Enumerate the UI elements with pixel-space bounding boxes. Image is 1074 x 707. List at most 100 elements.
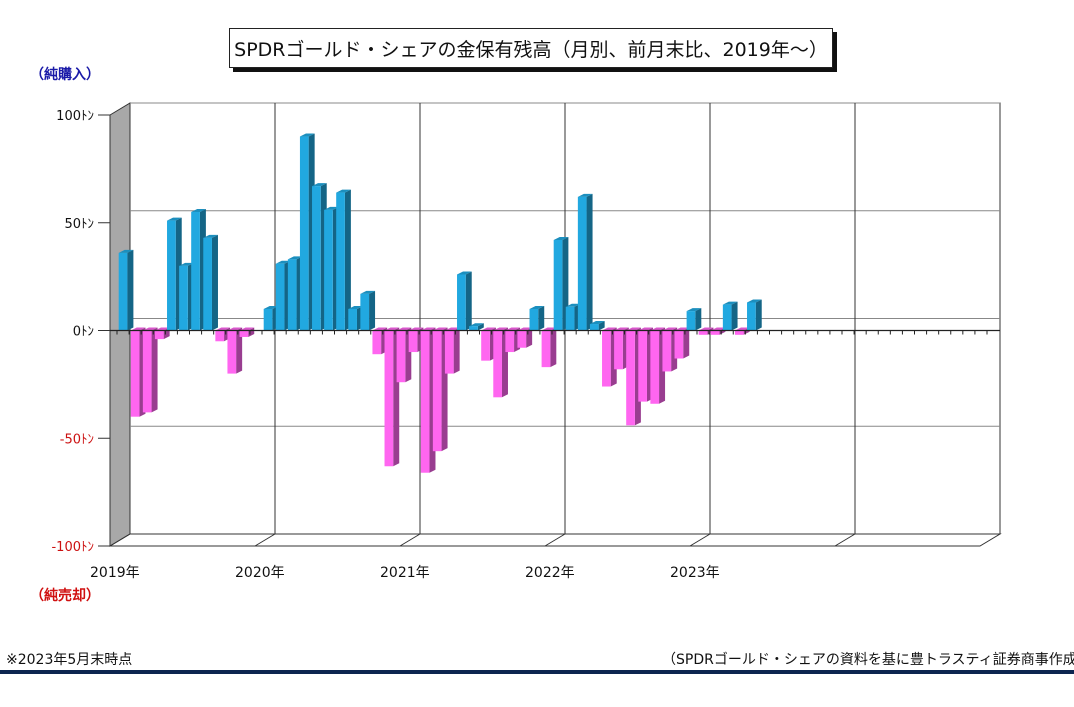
bar bbox=[396, 330, 406, 383]
bar bbox=[493, 330, 502, 398]
bar-top bbox=[348, 305, 363, 309]
bar bbox=[154, 330, 164, 340]
bar-top bbox=[384, 327, 400, 331]
bar bbox=[529, 308, 539, 331]
bar-side bbox=[248, 327, 255, 337]
bar bbox=[360, 293, 370, 331]
bar-side bbox=[236, 327, 243, 374]
bar-top bbox=[360, 290, 376, 294]
floor-divider bbox=[399, 533, 421, 547]
bar-top bbox=[517, 327, 533, 331]
bar-top bbox=[312, 183, 327, 187]
bar-top bbox=[722, 301, 738, 305]
bar-top bbox=[408, 327, 424, 331]
x-tick-label: 2019年 bbox=[90, 565, 140, 581]
bar-top bbox=[589, 321, 605, 325]
footer-bar bbox=[0, 670, 1074, 674]
x-tick-label: 2021年 bbox=[380, 565, 430, 581]
bar-top bbox=[505, 327, 521, 331]
floor-divider bbox=[834, 533, 856, 547]
net-buy-label: （純購入） bbox=[30, 67, 100, 83]
bar-top bbox=[650, 327, 666, 331]
bar bbox=[674, 330, 684, 359]
bar bbox=[384, 330, 394, 467]
bar-top bbox=[154, 327, 170, 331]
bar-top bbox=[698, 327, 714, 331]
bar bbox=[299, 136, 309, 331]
bar-top bbox=[734, 327, 750, 331]
bar-side bbox=[695, 308, 702, 331]
bar-side bbox=[211, 234, 218, 331]
bar bbox=[118, 252, 128, 331]
bar-top bbox=[275, 260, 291, 264]
bar-top bbox=[481, 327, 496, 331]
bar-side bbox=[538, 305, 545, 331]
bar bbox=[722, 304, 732, 331]
floor-divider bbox=[254, 533, 276, 547]
bar-top bbox=[493, 327, 508, 331]
bar-top bbox=[287, 256, 303, 260]
bar-top bbox=[227, 327, 243, 331]
bar bbox=[312, 186, 321, 331]
bar bbox=[408, 330, 418, 353]
bar-top bbox=[541, 327, 557, 331]
net-sell-label: （純売却） bbox=[30, 588, 100, 604]
bar-top bbox=[142, 327, 158, 331]
bar-top bbox=[553, 236, 569, 240]
bar-top bbox=[215, 327, 231, 331]
bar bbox=[541, 330, 551, 368]
bar bbox=[227, 330, 237, 374]
bar-side bbox=[598, 321, 605, 331]
bar bbox=[662, 330, 672, 372]
bar bbox=[239, 330, 249, 337]
bar bbox=[565, 306, 575, 331]
bar-top bbox=[179, 262, 194, 266]
bar bbox=[481, 330, 490, 361]
bar-top bbox=[420, 327, 436, 331]
bar-side bbox=[731, 301, 738, 331]
bar bbox=[686, 311, 696, 331]
bar-top bbox=[457, 271, 472, 275]
bar-top bbox=[710, 327, 726, 331]
bar-top bbox=[239, 327, 255, 331]
y-tick-label: 100ﾄﾝ bbox=[56, 109, 94, 124]
y-tick-label: -100ﾄﾝ bbox=[51, 540, 94, 555]
bar bbox=[589, 324, 599, 331]
bar bbox=[130, 330, 140, 417]
bar bbox=[734, 330, 744, 335]
chart-title: SPDRゴールド・シェアの金保有残高（月別、前月末比、2019年～） bbox=[229, 28, 833, 68]
bar-top bbox=[263, 305, 279, 309]
bar-side bbox=[127, 249, 134, 331]
bar bbox=[457, 274, 466, 331]
bar-top bbox=[469, 323, 484, 327]
bar bbox=[420, 330, 430, 473]
bar-side bbox=[755, 299, 762, 331]
bar bbox=[336, 192, 345, 331]
bar-top bbox=[444, 327, 460, 331]
bar-top bbox=[336, 189, 351, 193]
bar-side bbox=[151, 327, 158, 413]
bar bbox=[275, 263, 285, 331]
y-tick-label: 50ﾄﾝ bbox=[64, 217, 94, 232]
bar-top bbox=[614, 327, 629, 331]
bar-top bbox=[130, 327, 146, 331]
bar bbox=[372, 330, 382, 355]
bar bbox=[517, 330, 527, 348]
bar-top bbox=[686, 308, 702, 312]
x-tick-label: 2020年 bbox=[235, 565, 285, 581]
bar bbox=[626, 330, 635, 426]
bar bbox=[650, 330, 660, 404]
bar-top bbox=[747, 299, 762, 303]
bar-top bbox=[432, 327, 448, 331]
bar bbox=[747, 302, 756, 331]
bar-top bbox=[324, 206, 339, 210]
bar-top bbox=[203, 234, 218, 238]
bar-side bbox=[344, 189, 351, 331]
bar bbox=[263, 308, 273, 331]
bar bbox=[348, 308, 357, 331]
bar bbox=[444, 330, 454, 374]
bar-top bbox=[372, 327, 388, 331]
bar bbox=[142, 330, 152, 413]
bar-side bbox=[369, 290, 376, 331]
